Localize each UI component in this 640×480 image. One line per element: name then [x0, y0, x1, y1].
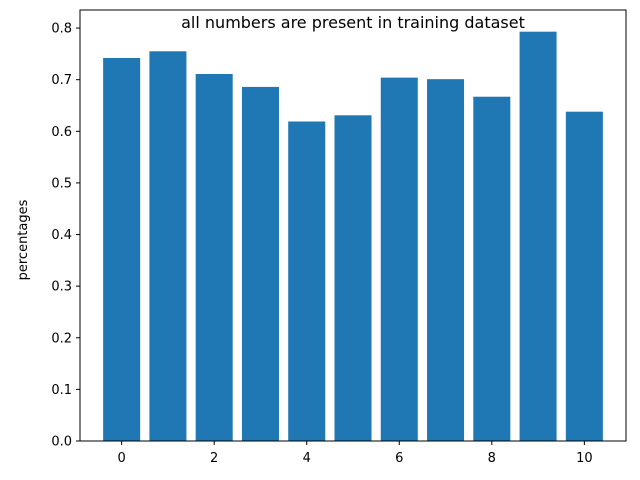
bar-10: [565, 111, 603, 441]
bar-2: [195, 74, 233, 441]
x-tick-label: 10: [576, 451, 593, 466]
bar-9: [519, 31, 557, 441]
y-tick-label: 0.1: [51, 383, 72, 398]
x-tick-label: 6: [395, 451, 403, 466]
x-tick-label: 4: [303, 451, 311, 466]
y-tick-label: 0.2: [51, 331, 72, 346]
y-tick-label: 0.0: [51, 435, 72, 450]
y-tick-label: 0.3: [51, 280, 72, 295]
y-tick-label: 0.7: [51, 73, 72, 88]
y-axis-label: percentages: [16, 199, 31, 280]
bar-0: [103, 58, 141, 441]
bar-5: [334, 115, 372, 441]
y-tick-label: 0.8: [51, 22, 72, 37]
plot-frame: [79, 9, 627, 442]
y-tick-label: 0.4: [51, 228, 72, 243]
bar-8: [473, 96, 511, 441]
y-axis: 0.0 0.1 0.2 0.3 0.4 0.5 0.6 0.7 0.8: [51, 22, 80, 450]
y-tick-label: 0.6: [51, 125, 72, 140]
y-tick-label: 0.5: [51, 176, 72, 191]
bars-group: [103, 31, 603, 442]
x-tick-label: 8: [488, 451, 496, 466]
x-tick-label: 2: [210, 451, 218, 466]
bar-1: [149, 51, 187, 442]
bar-3: [241, 86, 279, 441]
x-tick-label: 0: [118, 451, 126, 466]
bar-4: [288, 121, 326, 441]
x-axis: 0 2 4 6 8 10: [118, 441, 593, 466]
bar-6: [380, 77, 418, 441]
bar-7: [427, 79, 465, 441]
chart-title: all numbers are present in training data…: [181, 13, 525, 32]
